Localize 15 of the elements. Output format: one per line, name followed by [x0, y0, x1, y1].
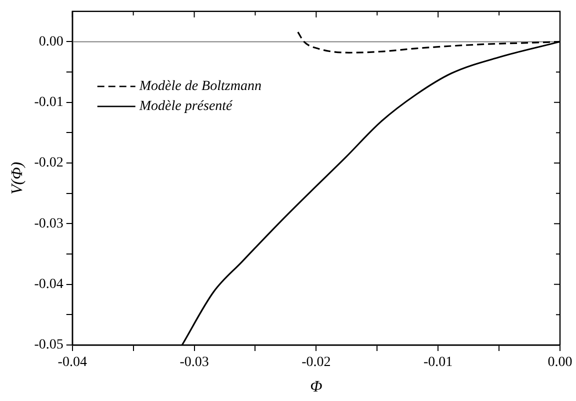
y-tick-label: 0.00 — [38, 34, 64, 50]
legend-label: Modèle présenté — [138, 99, 234, 114]
y-tick-label: -0.02 — [34, 156, 64, 171]
x-axis-title: Φ — [310, 378, 322, 396]
x-tick-label: -0.02 — [302, 355, 331, 370]
y-axis-title: V(Φ) — [8, 162, 26, 195]
x-tick-label: -0.04 — [58, 355, 87, 370]
x-tick-label: -0.03 — [180, 355, 209, 370]
text: 0.00 — [548, 355, 572, 370]
y-tick-label: -0.01 — [34, 95, 64, 110]
y-tick-label: -0.05 — [34, 338, 64, 353]
y-tick-label: -0.04 — [34, 277, 64, 292]
x-tick-label: -0.01 — [424, 355, 453, 370]
legend-label: Modèle de Boltzmann — [138, 79, 262, 94]
y-tick-label: -0.03 — [34, 216, 64, 232]
